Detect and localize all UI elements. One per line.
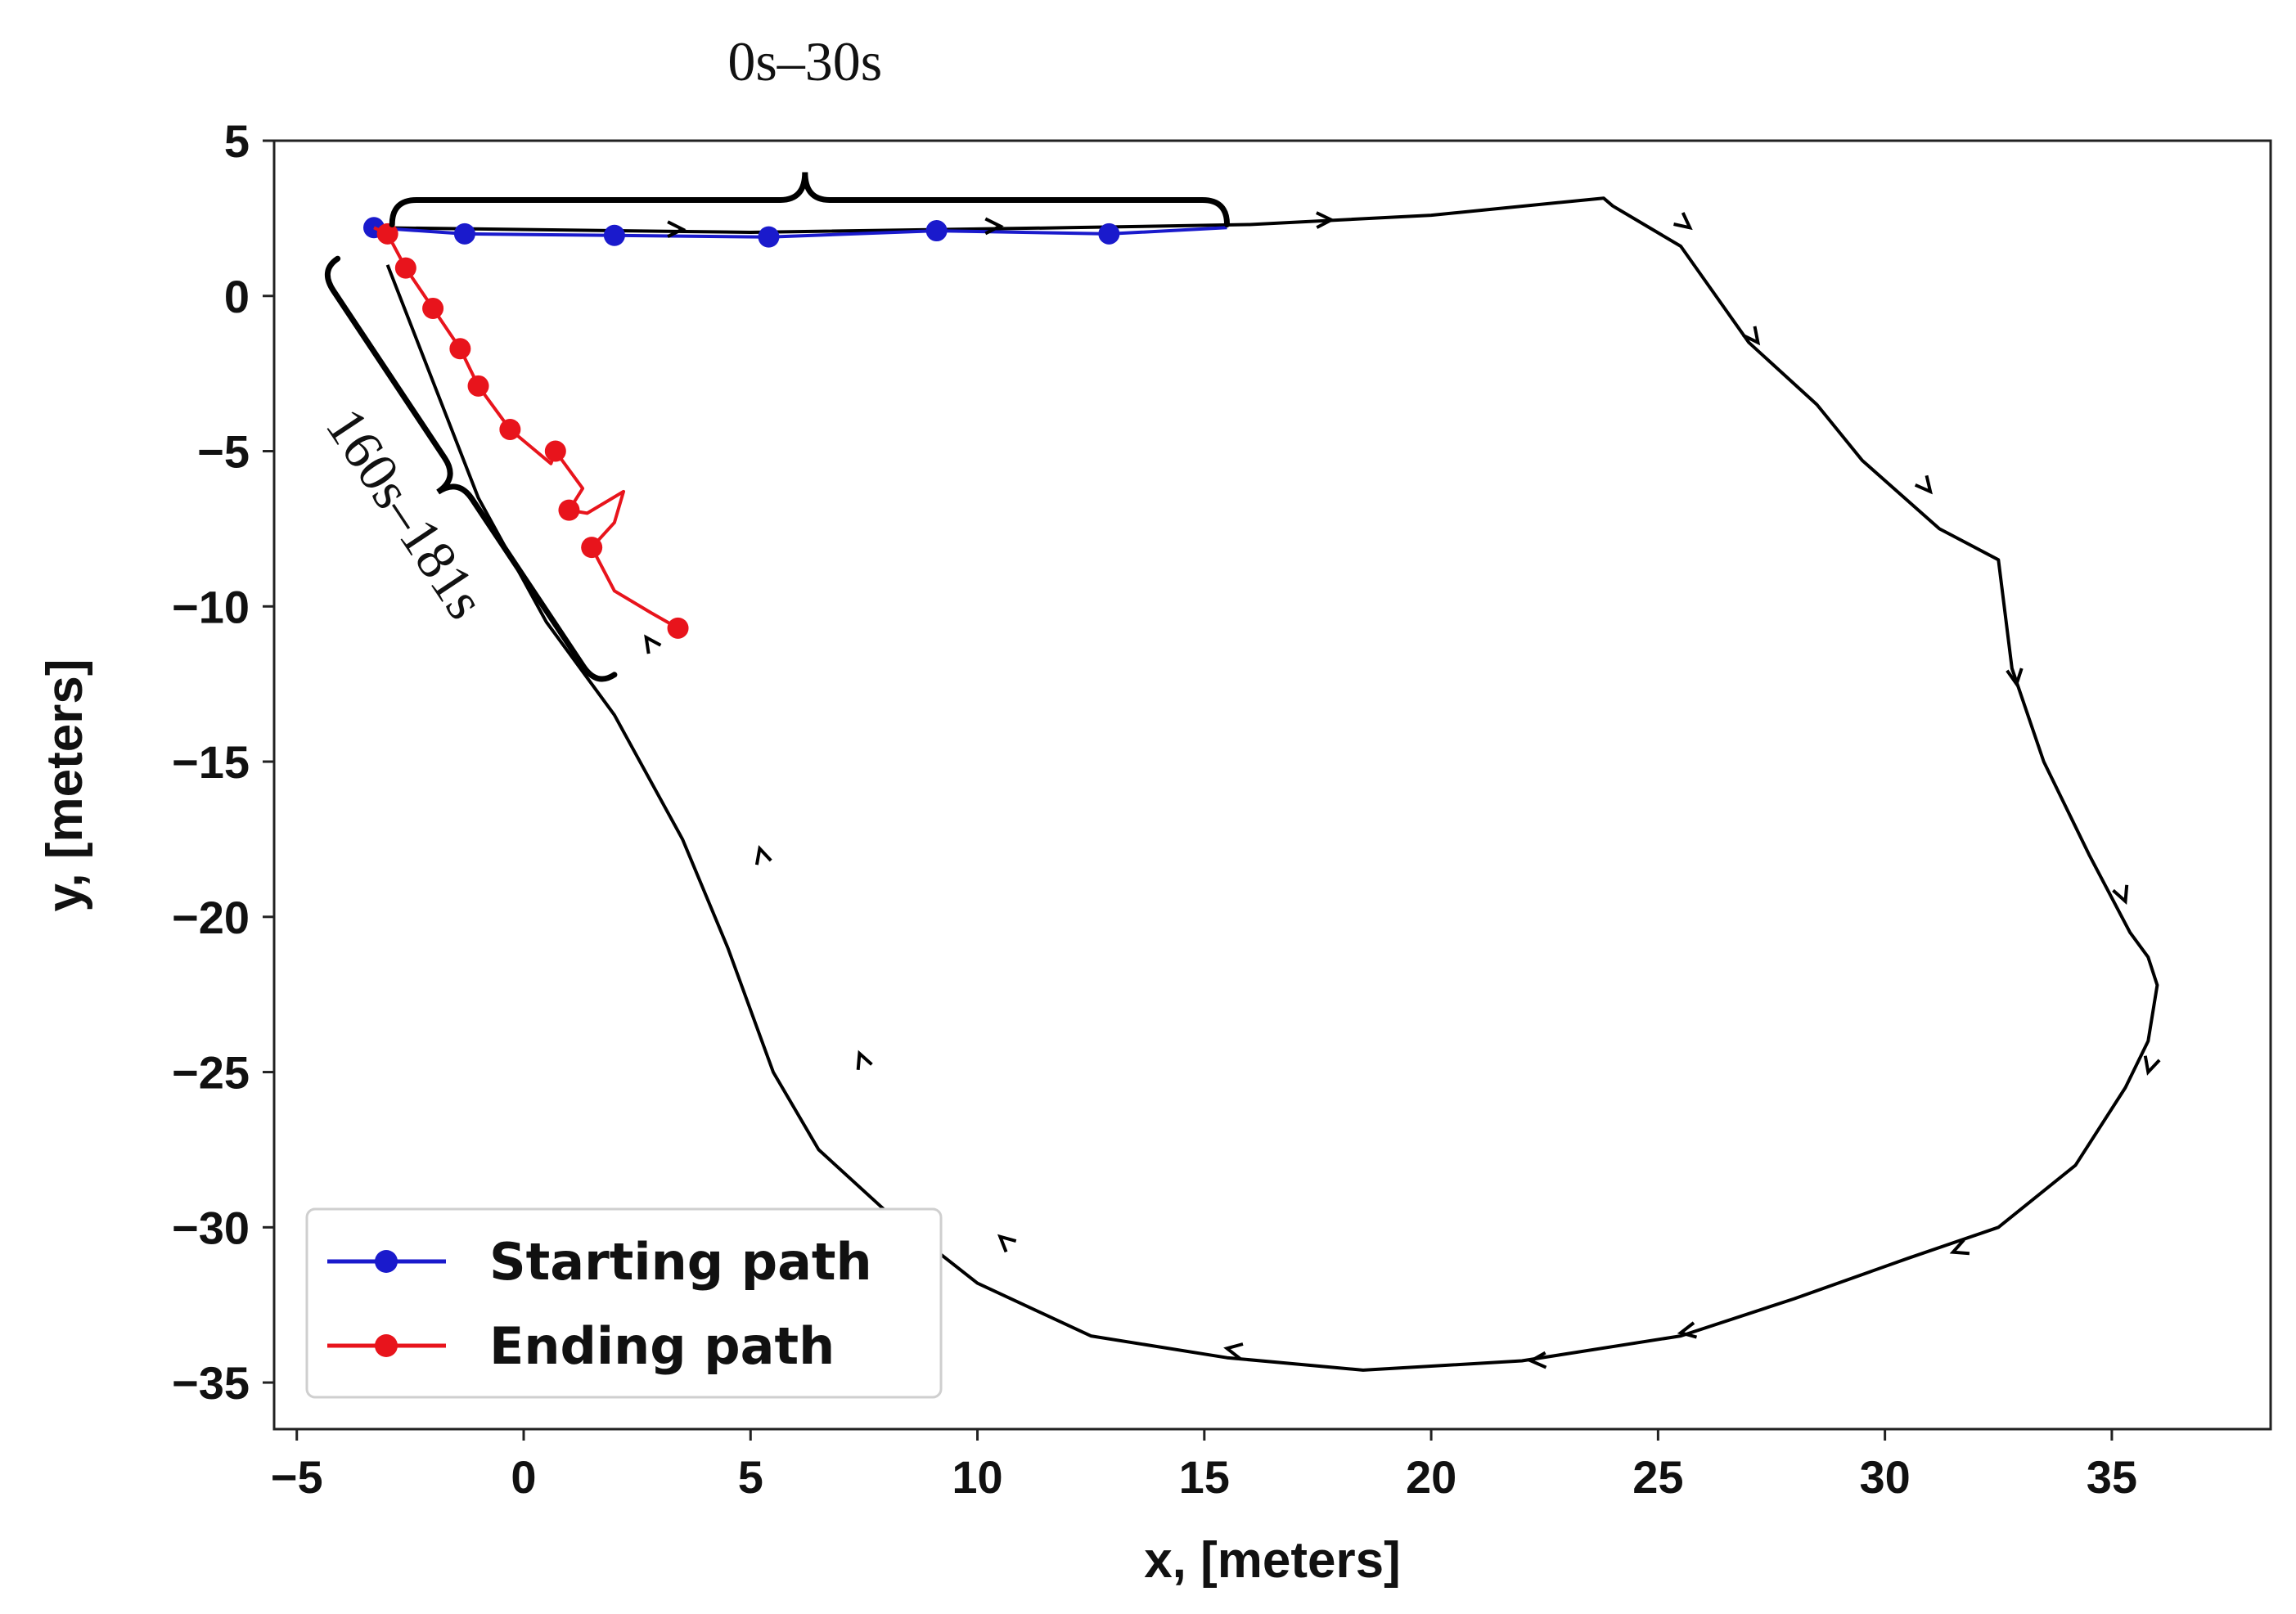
data-point <box>467 375 489 397</box>
direction-arrow <box>754 845 772 865</box>
y-tick-label: −20 <box>172 892 250 943</box>
direction-arrow <box>2006 668 2024 688</box>
direction-arrow <box>1949 1239 1970 1256</box>
x-tick-label: 35 <box>2087 1451 2137 1503</box>
x-axis-title: x, [meters] <box>1144 1532 1401 1589</box>
data-point <box>558 499 580 521</box>
x-tick-label: 5 <box>738 1451 763 1503</box>
x-tick-label: 20 <box>1406 1451 1456 1503</box>
y-tick-label: −30 <box>172 1202 250 1253</box>
brace-ending <box>325 255 618 682</box>
y-tick-label: −35 <box>172 1357 250 1409</box>
series-layer <box>363 196 2159 1372</box>
data-point <box>376 223 398 245</box>
annotation-ending-time: 160s–181s <box>314 397 497 629</box>
legend-marker-starting <box>375 1250 398 1273</box>
y-tick-label: 0 <box>224 271 250 322</box>
x-tick-label: 30 <box>1859 1451 1910 1503</box>
x-axis-ticks: −5 0 5 10 15 20 25 30 35 <box>271 1429 2137 1503</box>
legend-label-ending: Ending path <box>489 1316 835 1376</box>
y-tick-label: −25 <box>172 1047 250 1099</box>
y-axis-title: y, [meters] <box>37 659 93 912</box>
annotation-starting-time: 0s–30s <box>727 30 882 92</box>
direction-arrow <box>2143 1055 2161 1076</box>
direction-arrow <box>1223 1342 1244 1360</box>
direction-arrow <box>1914 474 1933 495</box>
data-point <box>1098 223 1120 245</box>
x-tick-label: 10 <box>952 1451 1002 1503</box>
data-point <box>422 297 444 319</box>
y-tick-label: 5 <box>224 115 250 167</box>
series-line-trajectory <box>373 196 2159 1372</box>
direction-arrow <box>997 1234 1017 1253</box>
direction-arrows <box>644 211 2161 1369</box>
data-point <box>925 220 948 242</box>
y-axis-ticks: 5 0 −5 −10 −15 −20 −25 −30 −35 <box>172 115 274 1409</box>
plot-frame <box>272 139 2272 1431</box>
legend-box <box>305 1207 943 1399</box>
direction-arrow <box>1673 212 1693 231</box>
direction-arrow <box>1527 1351 1547 1369</box>
data-point <box>453 223 475 245</box>
data-point <box>544 440 566 462</box>
direction-arrow <box>2112 884 2129 905</box>
direction-arrow <box>984 217 1004 236</box>
data-point <box>667 617 689 639</box>
x-tick-label: 15 <box>1179 1451 1230 1503</box>
direction-arrow <box>667 220 687 238</box>
data-point <box>499 418 521 440</box>
x-tick-label: 25 <box>1632 1451 1683 1503</box>
brace-starting <box>389 172 1231 227</box>
direction-arrow <box>1316 211 1335 229</box>
y-tick-label: −10 <box>172 581 250 632</box>
data-point <box>394 257 416 279</box>
annotations: 0s–30s 160s–181s <box>314 30 1231 682</box>
direction-arrow <box>856 1050 873 1070</box>
legend-marker-ending <box>375 1334 398 1357</box>
data-point <box>581 537 603 559</box>
legend: Starting path Ending path <box>305 1207 943 1399</box>
data-point <box>603 224 625 246</box>
data-point <box>758 226 780 248</box>
y-tick-label: −5 <box>197 426 250 478</box>
x-tick-label: −5 <box>271 1451 323 1503</box>
data-point <box>449 338 471 360</box>
brace-ending-group: 160s–181s <box>314 255 618 682</box>
direction-arrow <box>1742 326 1761 346</box>
x-tick-label: 0 <box>511 1451 536 1503</box>
y-tick-label: −15 <box>172 736 250 788</box>
direction-arrow <box>1677 1321 1698 1339</box>
direction-arrow <box>644 634 662 654</box>
legend-label-starting: Starting path <box>489 1232 872 1292</box>
